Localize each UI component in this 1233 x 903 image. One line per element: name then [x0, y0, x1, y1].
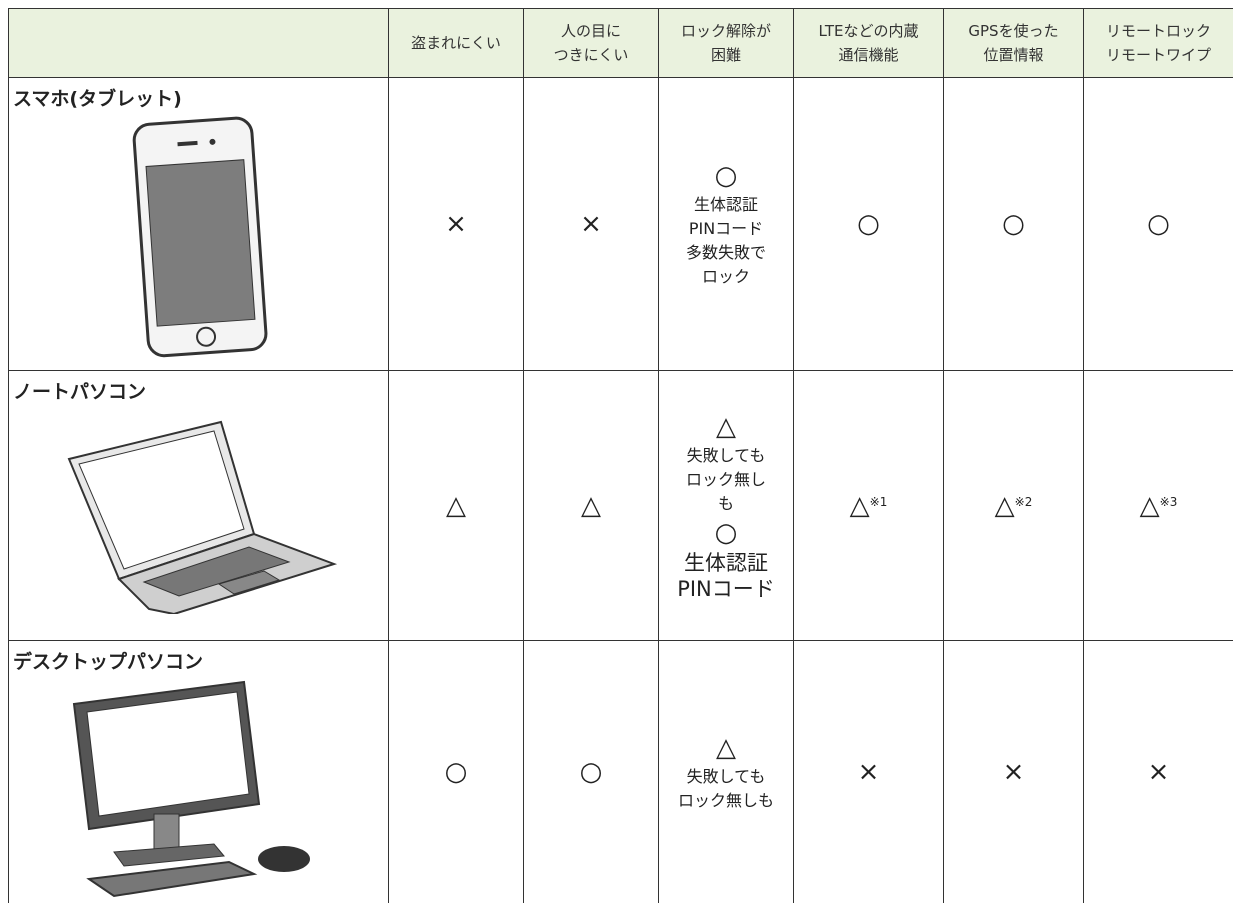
cell-note-line: も	[659, 492, 793, 516]
header-line: つきにくい	[524, 43, 658, 67]
rating-symbol: ○	[659, 516, 793, 550]
rating-symbol: △	[659, 731, 793, 765]
header-line: GPSを使った	[944, 19, 1083, 43]
header-line: 困難	[659, 43, 793, 67]
rating-symbol: ×	[524, 207, 658, 241]
rating-cell: ○	[389, 641, 524, 903]
header-line: LTEなどの内蔵	[794, 19, 943, 43]
rating-symbol: ○	[524, 755, 658, 789]
rating-symbol: ○	[659, 159, 793, 193]
cell-note-line: ロック無し	[659, 468, 793, 492]
rating-cell: ○	[944, 78, 1084, 371]
illustration-shape	[146, 160, 255, 326]
illustration-shape	[133, 117, 267, 357]
row-label-cell: デスクトップパソコン	[9, 641, 389, 903]
column-header: GPSを使った位置情報	[944, 9, 1084, 78]
rating-symbol: △※2	[944, 489, 1083, 523]
corner-cell	[9, 9, 389, 78]
header-line: リモートロック	[1084, 19, 1233, 43]
row-label: スマホ(タブレット)	[9, 78, 388, 111]
footnote-ref: ※3	[1160, 495, 1178, 509]
header-line: 位置情報	[944, 43, 1083, 67]
rating-cell: ○	[1084, 78, 1233, 371]
cell-note-line: PINコード	[659, 576, 793, 602]
cell-note-line: PINコード	[659, 217, 793, 241]
rating-cell: △失敗してもロック無しも	[659, 641, 794, 903]
rating-cell: ×	[944, 641, 1084, 903]
rating-cell: △	[389, 371, 524, 641]
rating-symbol: ×	[389, 207, 523, 241]
cell-note-line: 生体認証	[659, 193, 793, 217]
column-header: 盗まれにくい	[389, 9, 524, 78]
illustration-shape	[87, 692, 249, 816]
footnote-ref: ※2	[1015, 495, 1033, 509]
row-label: デスクトップパソコン	[9, 641, 388, 674]
row-label-cell: ノートパソコン	[9, 371, 389, 641]
row-label: ノートパソコン	[9, 371, 388, 404]
rating-symbol: ○	[794, 207, 943, 241]
rating-symbol: △	[524, 489, 658, 523]
cell-note-line: 多数失敗で	[659, 241, 793, 265]
laptop-illustration	[49, 404, 349, 614]
cell-note-line: ロック	[659, 265, 793, 289]
rating-symbol: △	[389, 489, 523, 523]
rating-symbol: ○	[1084, 207, 1233, 241]
rating-cell: ×	[389, 78, 524, 371]
rating-symbol: ×	[794, 755, 943, 789]
header-line: 人の目に	[524, 19, 658, 43]
rating-symbol: ×	[1084, 755, 1233, 789]
illustration-shape	[154, 814, 179, 849]
rating-cell: △※1	[794, 371, 944, 641]
illustration-shape	[258, 846, 310, 872]
illustration-shape	[89, 862, 254, 896]
cell-note-line: ロック無しも	[659, 789, 793, 813]
rating-cell: △	[524, 371, 659, 641]
desktop-illustration	[59, 674, 339, 899]
column-header: LTEなどの内蔵通信機能	[794, 9, 944, 78]
header-line: リモートワイプ	[1084, 43, 1233, 67]
rating-symbol: ×	[944, 755, 1083, 789]
header-line: 盗まれにくい	[389, 31, 523, 55]
smartphone-illustration	[99, 111, 299, 361]
column-header: 人の目につきにくい	[524, 9, 659, 78]
rating-cell: ○	[794, 78, 944, 371]
cell-note-line: 失敗しても	[659, 765, 793, 789]
rating-cell: ×	[794, 641, 944, 903]
footnote-ref: ※1	[870, 495, 888, 509]
column-header: リモートロックリモートワイプ	[1084, 9, 1233, 78]
row-label-cell: スマホ(タブレット)	[9, 78, 389, 371]
rating-cell: △※2	[944, 371, 1084, 641]
rating-symbol: ○	[944, 207, 1083, 241]
table-row: デスクトップパソコン ○○△失敗してもロック無しも×××	[9, 641, 1233, 903]
header-line: 通信機能	[794, 43, 943, 67]
rating-symbol: △※3	[1084, 489, 1233, 523]
cell-note-line: 生体認証	[659, 550, 793, 576]
rating-symbol: △※1	[794, 489, 943, 523]
rating-cell: △※3	[1084, 371, 1233, 641]
column-header: ロック解除が困難	[659, 9, 794, 78]
illustration-shape	[114, 844, 224, 866]
rating-cell: ○	[524, 641, 659, 903]
rating-cell: ×	[1084, 641, 1233, 903]
rating-symbol: △	[659, 410, 793, 444]
rating-symbol: ○	[389, 755, 523, 789]
rating-cell: ×	[524, 78, 659, 371]
header-line: ロック解除が	[659, 19, 793, 43]
cell-note-line: 失敗しても	[659, 444, 793, 468]
